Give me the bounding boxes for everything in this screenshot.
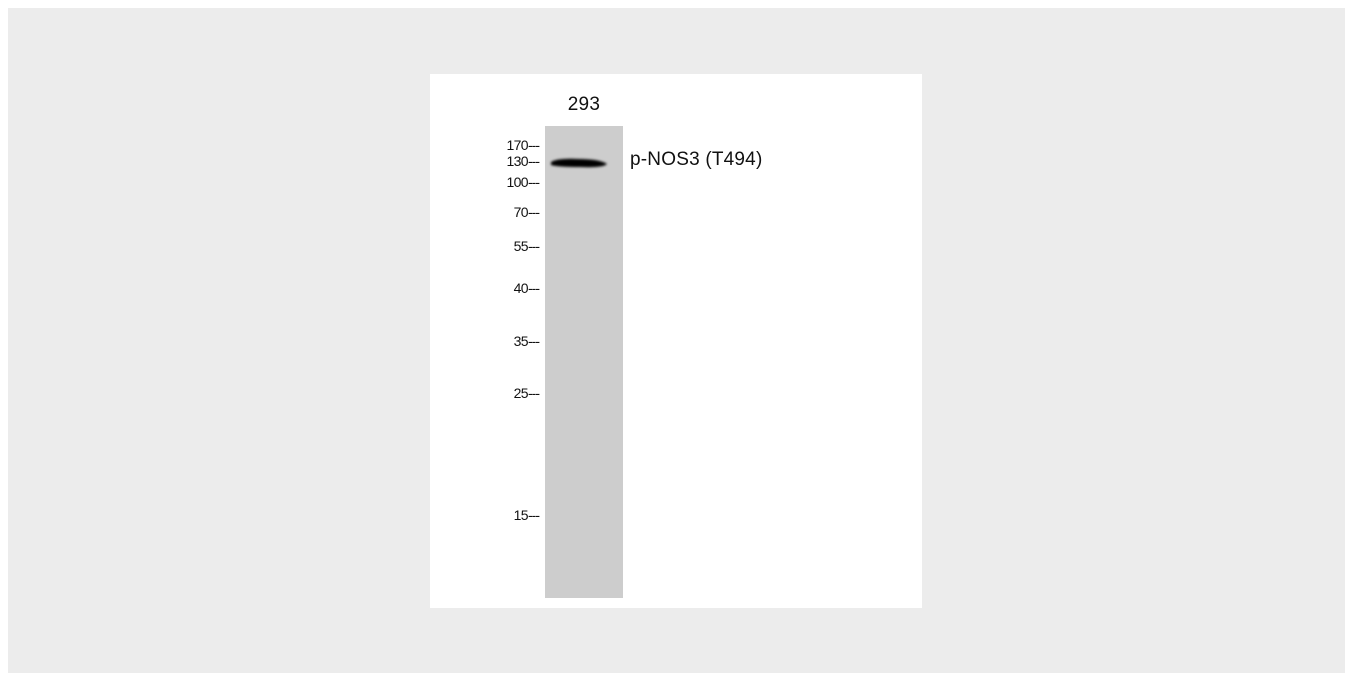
mw-marker-15: 15--- [513,507,540,523]
protein-band [551,158,607,168]
mw-marker-130: 130--- [506,153,540,169]
lane-label: 293 [567,94,601,115]
mw-marker-70: 70--- [513,204,540,220]
mw-marker-25: 25--- [513,385,540,401]
band-label: p-NOS3 (T494) [630,149,763,170]
mw-marker-40: 40--- [513,280,540,296]
figure-background: 293 p-NOS3 (T494) 170--- 130--- 100--- 7… [8,8,1345,673]
mw-marker-55: 55--- [513,238,540,254]
gel-lane [545,126,623,598]
western-blot-panel: 293 p-NOS3 (T494) 170--- 130--- 100--- 7… [430,74,922,608]
mw-marker-35: 35--- [513,333,540,349]
mw-marker-170: 170--- [506,137,540,153]
mw-marker-100: 100--- [506,174,540,190]
